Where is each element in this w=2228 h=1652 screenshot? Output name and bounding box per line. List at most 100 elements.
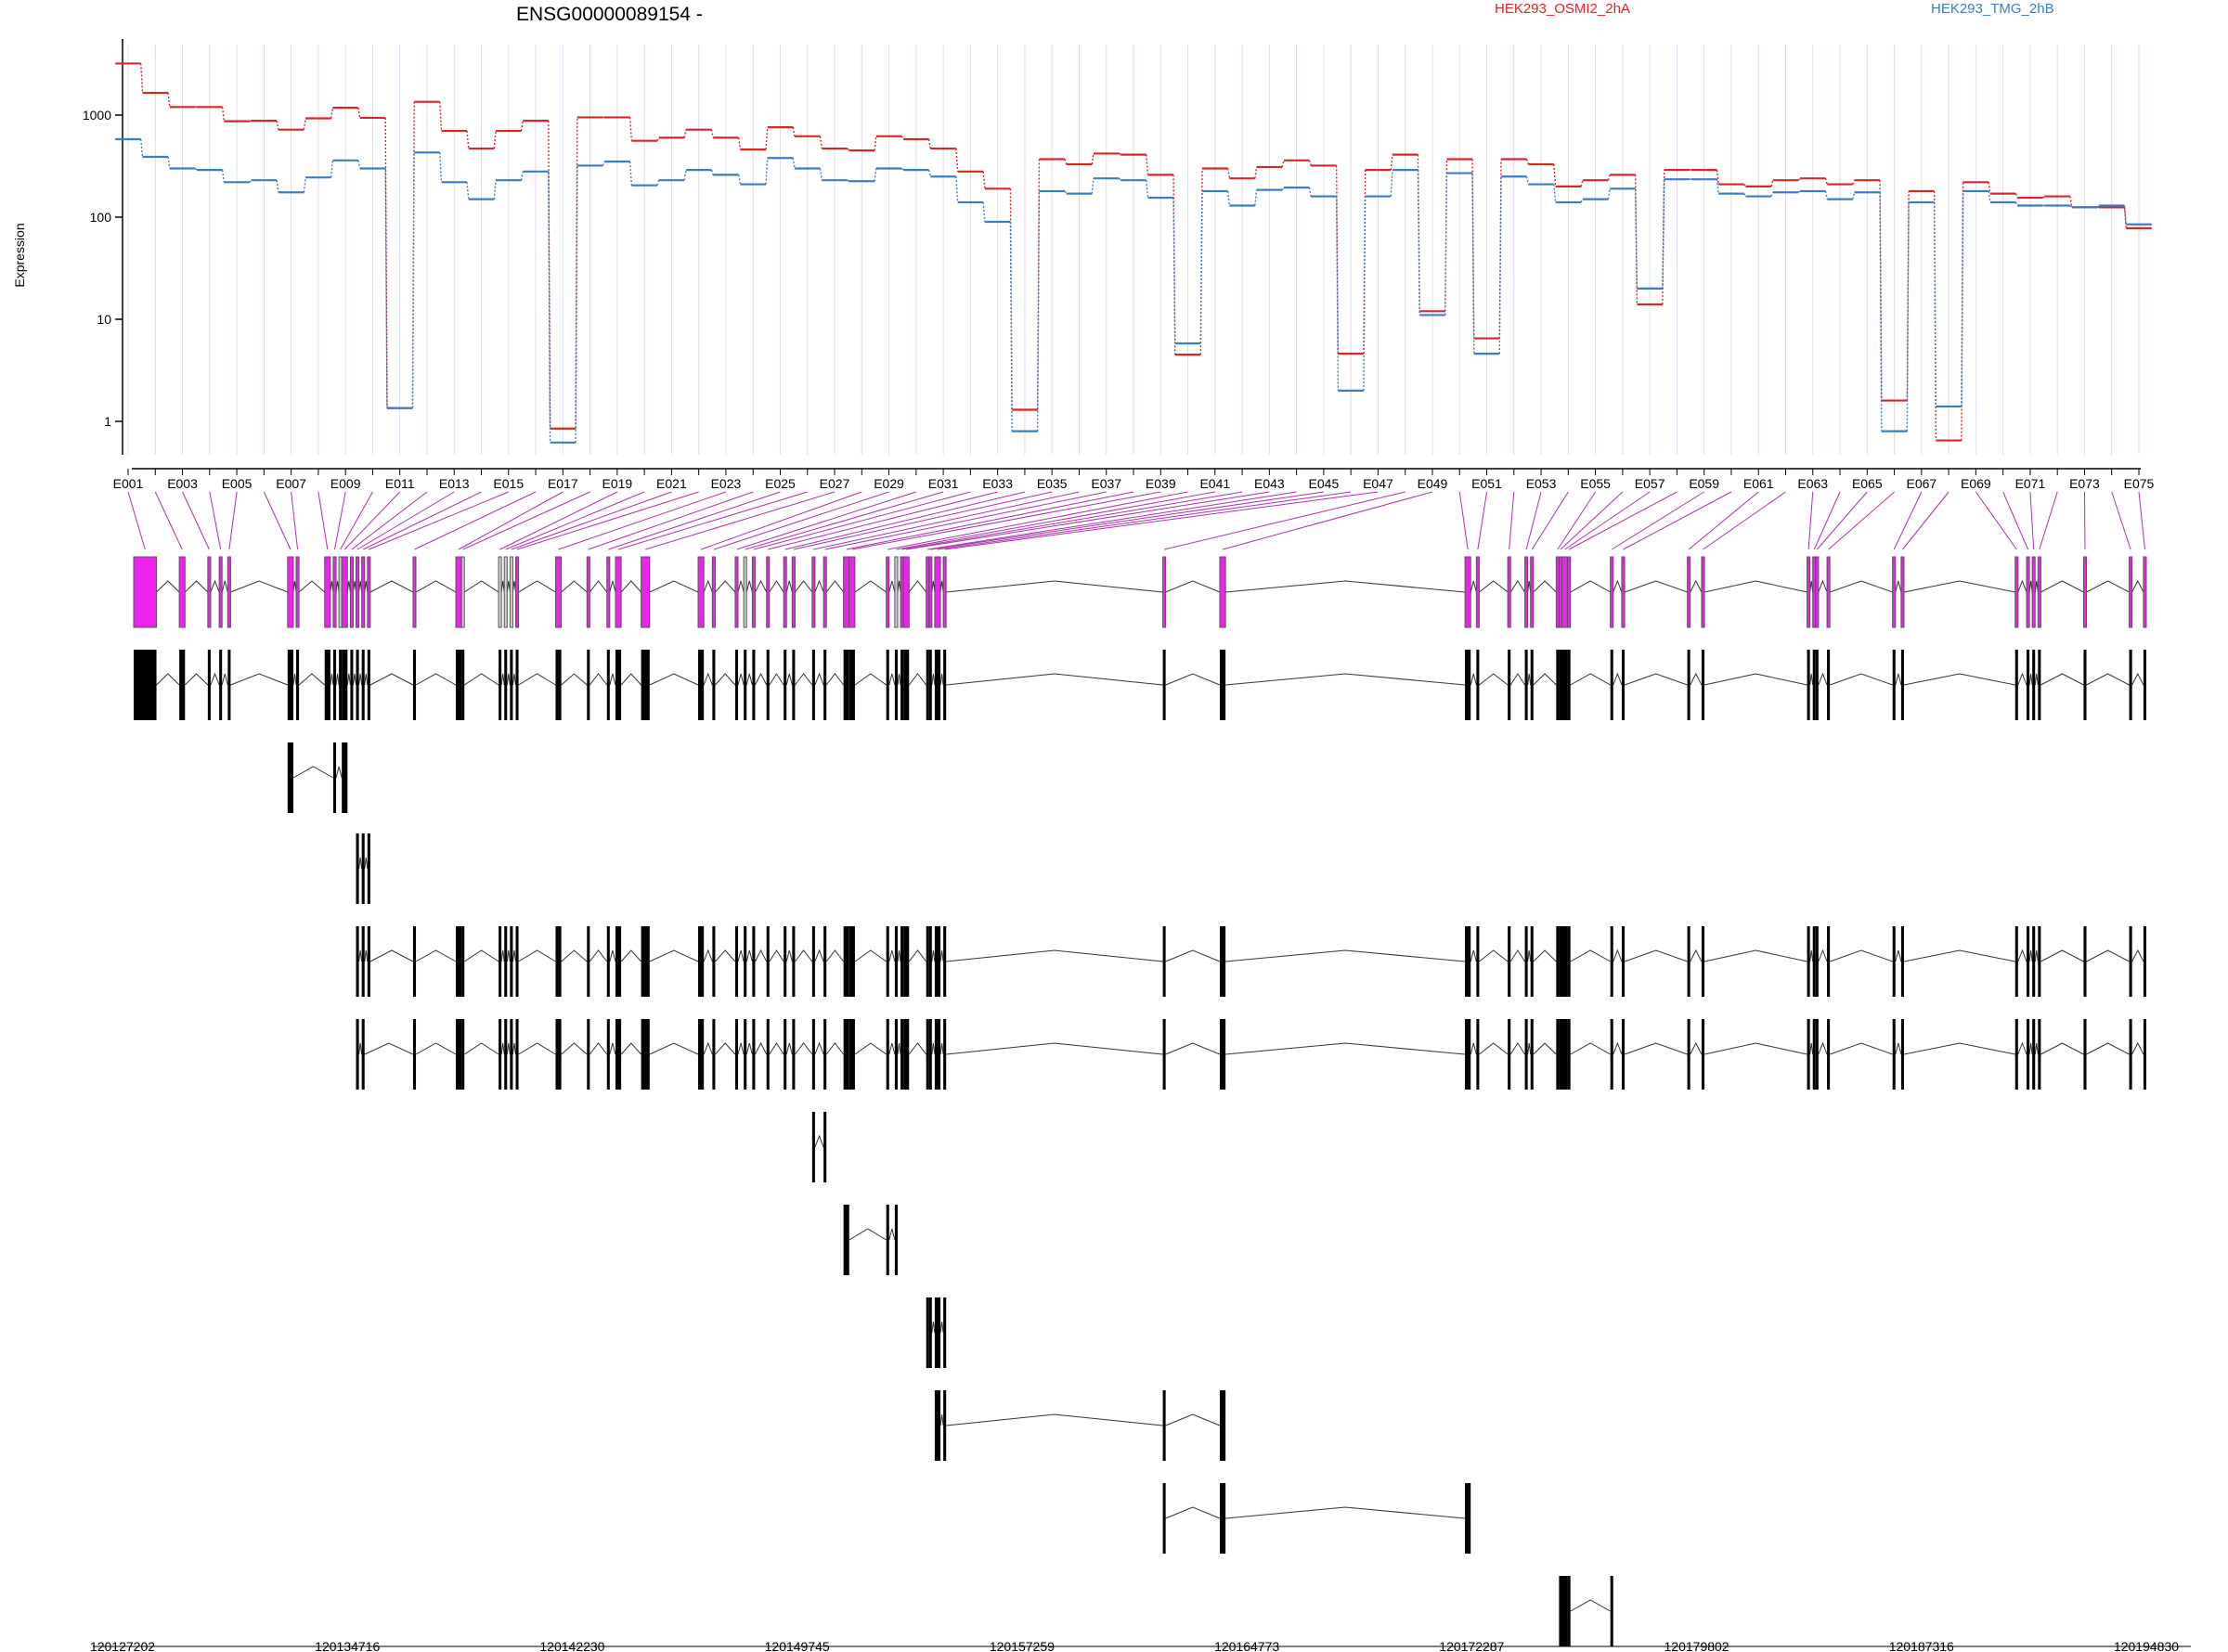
series-connector <box>1879 192 1883 432</box>
series-connector <box>900 136 904 140</box>
exon-block <box>1219 1390 1226 1461</box>
exon-block <box>510 926 513 997</box>
exon-block <box>361 1019 365 1090</box>
exon-block <box>1687 926 1690 997</box>
intron-line <box>888 1042 896 1055</box>
series-connector <box>927 138 932 149</box>
intron-line <box>939 1042 944 1055</box>
intron-line <box>1703 1042 1807 1055</box>
exon-label: E029 <box>874 476 904 491</box>
intron-line <box>703 672 713 686</box>
exon-block <box>361 926 365 997</box>
exon-block <box>934 1297 941 1368</box>
series-connector <box>765 158 769 185</box>
series-connector <box>683 129 687 138</box>
intron-line <box>221 580 228 593</box>
intron-line <box>1703 580 1807 593</box>
exon-block <box>1464 556 1471 628</box>
exon-block <box>456 650 462 720</box>
exon-block <box>900 926 904 997</box>
exon-block <box>1812 650 1816 720</box>
exon-block <box>1892 1019 1896 1090</box>
intron-line <box>946 580 1163 593</box>
series-connector <box>1146 180 1149 199</box>
intron-line <box>1809 1042 1814 1055</box>
exon-block <box>1701 650 1705 720</box>
intron-line <box>2086 580 2130 593</box>
intron-line <box>649 1042 699 1055</box>
intron-line <box>352 580 357 593</box>
series-connector <box>357 107 361 119</box>
exon-block <box>744 650 747 720</box>
intron-line <box>2040 673 2084 686</box>
exon-connector <box>617 491 808 550</box>
exon-connector <box>1222 491 1433 550</box>
exon-connector <box>2002 491 2029 550</box>
series-connector <box>738 137 742 150</box>
intron-line <box>2017 949 2027 962</box>
exon-block <box>766 556 771 628</box>
exon-block <box>823 1112 827 1182</box>
exon-block <box>2032 650 2036 720</box>
exon-block <box>1219 926 1226 997</box>
exon-block <box>1556 650 1560 720</box>
exon-block <box>1465 1019 1471 1090</box>
intron-line <box>1570 580 1611 593</box>
intron-line <box>221 673 228 686</box>
exon-block <box>766 926 770 997</box>
exon-label: E009 <box>330 476 361 491</box>
exon-connector <box>927 491 1297 550</box>
intron-line <box>335 580 340 593</box>
exon-block <box>1807 1019 1810 1090</box>
intron-line <box>346 580 351 593</box>
exon-connector <box>228 491 238 550</box>
exon-label: E001 <box>113 476 144 491</box>
intron-line <box>754 579 768 593</box>
intron-line <box>1527 949 1532 962</box>
intron-line <box>939 1413 944 1426</box>
transcript-track <box>134 650 2146 720</box>
exon-block <box>1530 1019 1534 1090</box>
exon-block <box>1815 1019 1819 1090</box>
exon-block <box>784 1019 787 1090</box>
series-lines <box>115 62 2152 444</box>
exon-block <box>615 650 622 720</box>
exon-block <box>227 650 231 720</box>
exon-label: E057 <box>1635 476 1665 491</box>
intron-line <box>292 766 334 779</box>
exon-block <box>902 556 910 628</box>
exon-block <box>792 650 796 720</box>
intron-line <box>1225 1506 1466 1519</box>
exon-block <box>498 556 502 628</box>
intron-line <box>1809 949 1814 962</box>
series-connector <box>439 101 443 132</box>
series-connector <box>819 136 823 149</box>
exon-block <box>1621 650 1626 720</box>
intron-line <box>1225 673 1466 686</box>
series-connector <box>249 179 253 183</box>
intron-line <box>1895 1042 1902 1055</box>
exon-block <box>2129 926 2132 997</box>
exon-block <box>752 926 756 997</box>
exon-block <box>2037 556 2041 628</box>
exon-block <box>848 650 855 720</box>
intron-line <box>1818 579 1828 593</box>
series-connector <box>1064 190 1068 195</box>
intron-line <box>506 949 511 962</box>
exon-block <box>554 556 563 628</box>
exon-connector <box>753 491 971 550</box>
intron-line <box>512 949 516 962</box>
exon-block <box>1556 926 1560 997</box>
exon-block <box>784 926 787 997</box>
exon-block <box>615 1019 622 1090</box>
exon-block <box>926 1297 929 1368</box>
exon-block <box>2031 556 2036 628</box>
exon-block <box>1815 556 1820 628</box>
intron-line <box>715 673 736 686</box>
intron-line <box>230 673 289 686</box>
exon-block <box>412 650 417 720</box>
genomic-tick-label: 120164773 <box>1214 1639 1279 1652</box>
y-tick-label: 100 <box>90 210 112 225</box>
exon-connector <box>2039 491 2058 550</box>
genomic-tick-label: 120172287 <box>1439 1639 1504 1652</box>
